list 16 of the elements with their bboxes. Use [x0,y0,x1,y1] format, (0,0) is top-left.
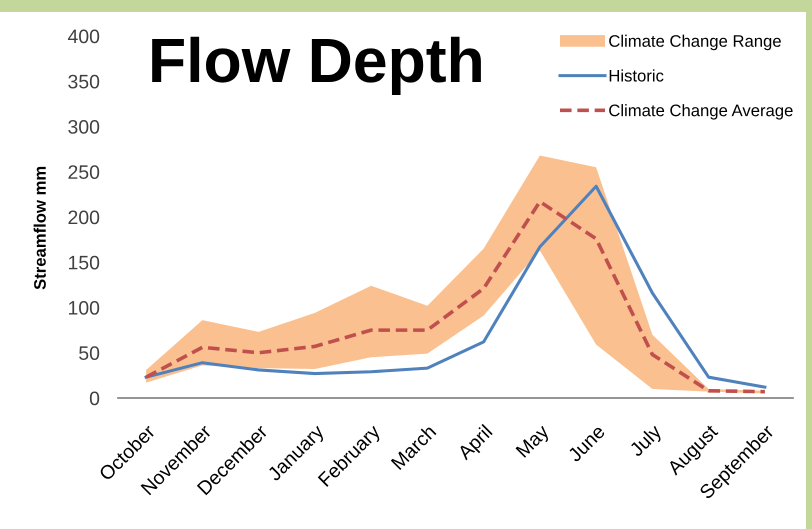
y-tick-label: 350 [68,74,100,88]
y-tick-label: 0 [90,391,100,406]
y-tick-label: 50 [79,346,100,360]
legend-label: Climate Change Average [609,104,793,120]
y-tick-label: 300 [68,120,100,134]
y-tick-label: 100 [68,300,100,315]
y-tick-label: 150 [68,256,100,270]
legend-label: Historic [610,69,664,82]
y-tick-label: 200 [68,210,100,224]
x-tick-label: July [628,423,666,460]
y-tick-label: 250 [68,165,100,179]
y-tick-label: 400 [68,29,100,44]
y-axis-title: Streamflow mm [34,166,46,290]
legend-label: Climate Change Range [609,34,781,50]
x-tick-label: May [516,424,553,461]
chart-title: Flow Depth [152,36,481,95]
